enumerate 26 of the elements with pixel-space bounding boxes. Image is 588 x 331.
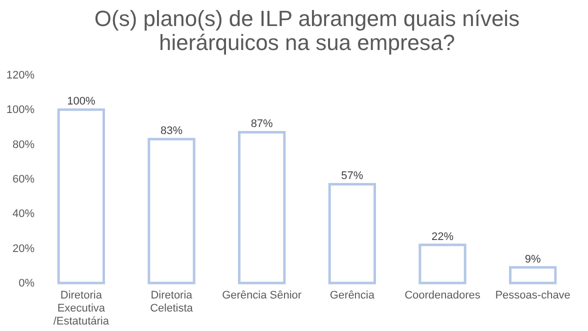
y-tick-label: 0%: [18, 278, 35, 290]
bar: [238, 130, 286, 284]
data-label: 83%: [160, 125, 183, 138]
bar: [328, 182, 376, 284]
data-label: 57%: [341, 170, 364, 182]
y-tick-label: 20%: [12, 242, 35, 255]
bar: [148, 138, 196, 284]
bar: [509, 266, 557, 284]
data-label: 87%: [250, 118, 274, 130]
chart-title: O(s) plano(s) de ILP abrangem quais níveis hierárquicos na sua empresa?: [94, 6, 520, 55]
data-label: 100%: [67, 96, 96, 108]
x-tick-label: Coordenadores: [404, 290, 481, 302]
y-tick-label: 80%: [12, 138, 35, 151]
x-tick-label: Diretoria Executiva /Estatutária: [53, 290, 110, 328]
x-tick-label: Gerência: [330, 290, 376, 302]
bar: [57, 108, 105, 284]
bar: [418, 244, 466, 284]
data-label: 9%: [524, 253, 541, 266]
x-tick-label: Gerência Sênior: [222, 290, 302, 302]
y-tick-label: 100%: [6, 104, 35, 116]
y-tick-label: 40%: [12, 208, 35, 220]
y-tick-label: 120%: [6, 70, 35, 82]
x-tick-label: Pessoas-chave: [495, 290, 570, 302]
x-tick-label: Diretoria Celetista: [150, 290, 194, 314]
y-tick-label: 60%: [12, 174, 35, 186]
data-label: 22%: [431, 230, 454, 243]
